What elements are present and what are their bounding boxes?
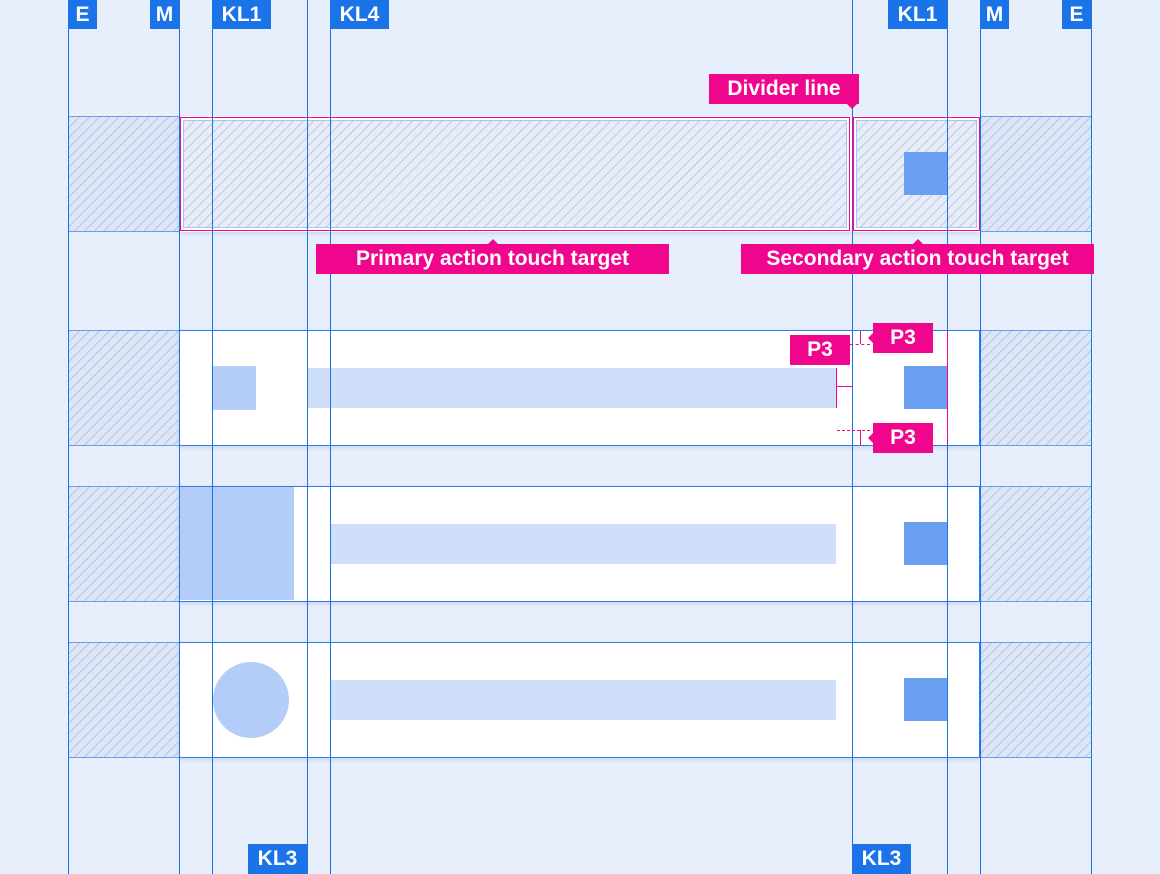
keyline-kl4 <box>330 0 331 874</box>
primary-touch-target[interactable] <box>180 117 850 231</box>
keyline-label-e: E <box>68 0 97 29</box>
divider-pink-line <box>947 331 948 445</box>
margin-right-row1 <box>980 116 1092 232</box>
secondary-touch-target[interactable] <box>853 117 980 231</box>
secondary-action-icon[interactable] <box>904 678 947 721</box>
margin-left-row2 <box>68 330 180 446</box>
margin-left-row4 <box>68 642 180 758</box>
keyline-edge-right <box>1091 0 1092 874</box>
list-item-touch-targets <box>179 116 980 232</box>
padding-bottom-label: P3 <box>868 423 933 453</box>
secondary-target-label: Secondary action touch target <box>741 239 1094 274</box>
keyline-label-e: E <box>1062 0 1091 29</box>
secondary-action-icon <box>904 152 947 195</box>
divider-pink-line <box>852 116 853 232</box>
primary-target-label: Primary action touch target <box>316 239 669 274</box>
padding-measure-bottom <box>860 430 861 445</box>
padding-measure-left-h <box>837 386 852 387</box>
secondary-action-icon[interactable] <box>904 366 947 409</box>
keyline-kl1-left <box>212 0 213 874</box>
keyline-label-kl1: KL1 <box>212 0 271 29</box>
padding-measure-top-dash <box>850 344 870 345</box>
keyline-edge-left <box>68 0 69 874</box>
padding-left-label: P3 <box>790 335 850 365</box>
text-placeholder <box>330 524 836 564</box>
padding-measure-bottom-dash <box>837 430 870 431</box>
secondary-action-icon[interactable] <box>904 522 947 565</box>
keyline-label-kl3: KL3 <box>248 844 307 874</box>
margin-right-row3 <box>980 486 1092 602</box>
keyline-label-kl3: KL3 <box>852 844 911 874</box>
padding-top-label: P3 <box>868 323 933 353</box>
keyline-label-m: M <box>980 0 1009 29</box>
keyline-label-m: M <box>150 0 179 29</box>
keyline-margin-left <box>179 0 180 874</box>
margin-right-row2 <box>980 330 1092 446</box>
leading-icon <box>212 366 256 410</box>
keyline-kl3-left <box>307 0 308 874</box>
text-placeholder <box>330 680 836 720</box>
text-placeholder <box>307 368 836 408</box>
margin-left-row3 <box>68 486 180 602</box>
padding-measure-left <box>836 368 837 408</box>
avatar <box>213 662 289 738</box>
keyline-label-kl1: KL1 <box>888 0 947 29</box>
divider-line-label: Divider line <box>709 74 859 109</box>
leading-image <box>179 487 294 600</box>
margin-left-row1 <box>68 116 180 232</box>
keyline-label-kl4: KL4 <box>330 0 389 29</box>
margin-right-row4 <box>980 642 1092 758</box>
padding-measure-top <box>860 331 861 344</box>
keyline-margin-right <box>980 0 981 874</box>
keyline-kl3-right <box>852 0 853 874</box>
